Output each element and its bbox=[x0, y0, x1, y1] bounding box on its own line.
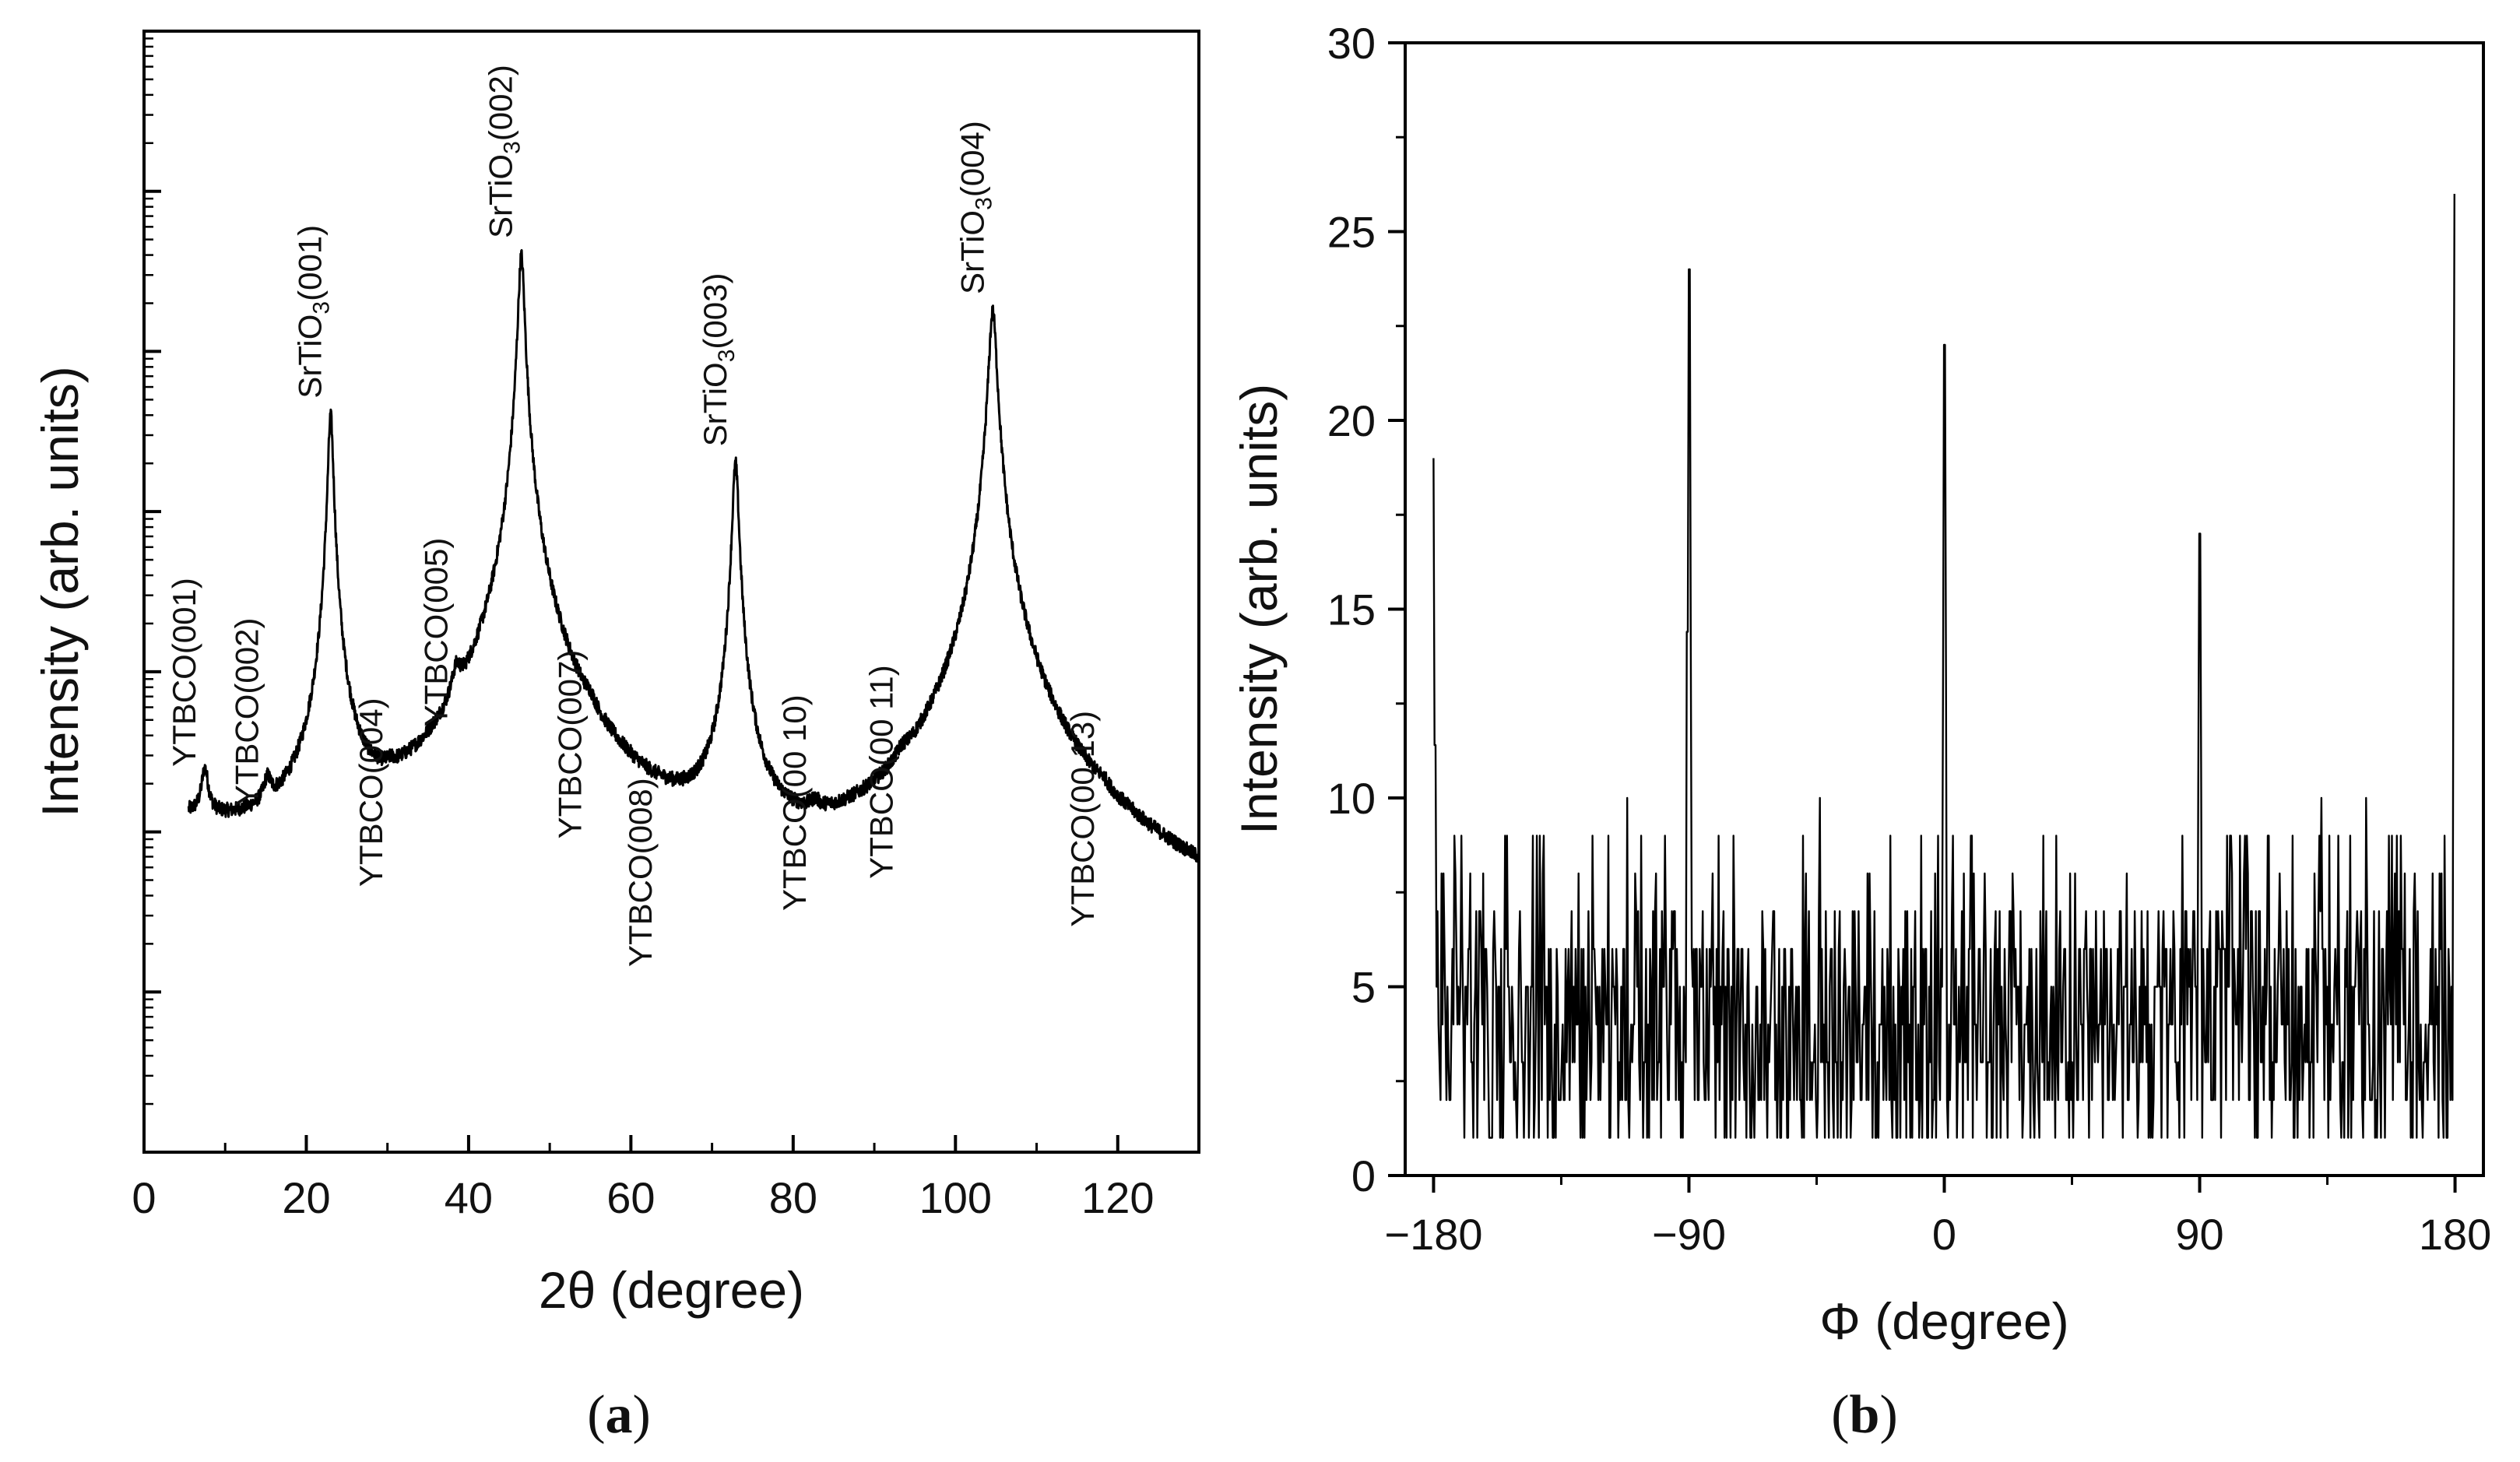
panel-b-chart: −180 −90 0 90 180 0 5 10 15 20 25 30 Φ (degree) In… bbox=[1230, 19, 2491, 1350]
panel-b-y-tick-label: 15 bbox=[1327, 585, 1376, 634]
panel-a-spectrum-line bbox=[187, 249, 1200, 863]
panel-b-y-tick-label: 0 bbox=[1351, 1151, 1376, 1200]
panel-a-x-axis-label: 2θ (degree) bbox=[539, 1261, 804, 1319]
panel-b-x-tick-label: 0 bbox=[1932, 1210, 1956, 1259]
panel-a-chart: 0 20 40 60 80 100 120 YTBCO(001) YTBCO(002) SrTi… bbox=[31, 30, 1200, 1319]
caption-a: (a) bbox=[587, 1385, 651, 1445]
panel-b-y-tick-label: 5 bbox=[1351, 963, 1376, 1012]
panel-b-y-tick-label: 25 bbox=[1327, 208, 1376, 257]
panel-a-peak-label: SrTiO3(001) bbox=[292, 225, 335, 399]
panel-b-x-axis: −180 −90 0 90 180 bbox=[1384, 1176, 2491, 1259]
panel-a-x-tick-label: 0 bbox=[132, 1173, 156, 1222]
panel-b-scan-line bbox=[1432, 193, 2455, 1139]
caption-b: (b) bbox=[1831, 1385, 1898, 1445]
panel-a-x-axis: 0 20 40 60 80 100 120 bbox=[132, 1135, 1154, 1222]
panel-a-x-tick-label: 100 bbox=[919, 1173, 992, 1222]
panel-a-peak-label: SrTiO3(002) bbox=[483, 65, 525, 238]
panel-a-peak-label: YTBCO(008) bbox=[622, 778, 659, 967]
panel-a-peak-label: YTBCO(002) bbox=[228, 618, 265, 807]
panel-a-plot-frame bbox=[142, 30, 1200, 1154]
panel-a-series-line bbox=[187, 249, 1200, 863]
panel-b-x-tick-label: 90 bbox=[2175, 1210, 2223, 1259]
panel-b-y-axis: 0 5 10 15 20 25 30 bbox=[1327, 19, 1405, 1200]
panel-b-y-tick-label: 10 bbox=[1327, 774, 1376, 823]
panel-b-series-line bbox=[1432, 193, 2455, 1139]
panel-b-y-tick-label: 30 bbox=[1327, 19, 1376, 68]
panel-a-peak-label: YTBCO(007) bbox=[551, 650, 588, 839]
panel-a-peak-label: SrTiO3(003) bbox=[697, 273, 740, 447]
panel-b-x-tick-label: −180 bbox=[1384, 1210, 1482, 1259]
panel-a-x-tick-label: 40 bbox=[445, 1173, 493, 1222]
panel-b-x-tick-label: −90 bbox=[1652, 1210, 1726, 1259]
panel-a-y-axis-label: Intensity (arb. units) bbox=[31, 366, 89, 817]
panel-a-x-tick-label: 80 bbox=[769, 1173, 817, 1222]
panel-b-x-axis-label: Φ (degree) bbox=[1819, 1292, 2068, 1350]
panel-a-peak-label: SrTiO3(004) bbox=[954, 121, 996, 294]
panel-a-peak-label: YTBCO(001) bbox=[166, 578, 202, 767]
panel-a-peak-label: YTBCO(00 13) bbox=[1064, 711, 1101, 927]
panel-a-peak-label: YTBCO(004) bbox=[353, 698, 389, 887]
panel-a-x-tick-label: 120 bbox=[1081, 1173, 1154, 1222]
panel-b-y-tick-label: 20 bbox=[1327, 396, 1376, 445]
panel-a-peak-label: YTBCO(00 11) bbox=[863, 665, 900, 879]
panel-b-x-tick-label: 180 bbox=[2419, 1210, 2491, 1259]
panel-a-x-tick-label: 20 bbox=[282, 1173, 330, 1222]
panel-a-y-axis bbox=[144, 30, 161, 1154]
panel-a-x-tick-label: 60 bbox=[606, 1173, 655, 1222]
panel-a-peak-label: YTBCO(005) bbox=[417, 538, 454, 727]
panel-b-y-axis-label: Intensity (arb. units) bbox=[1230, 384, 1288, 835]
panel-a-peak-label: YTBCO(00 10) bbox=[776, 694, 813, 911]
panel-a-peak-labels: YTBCO(001) YTBCO(002) SrTiO3(001) YTBCO(004… bbox=[166, 65, 1101, 967]
